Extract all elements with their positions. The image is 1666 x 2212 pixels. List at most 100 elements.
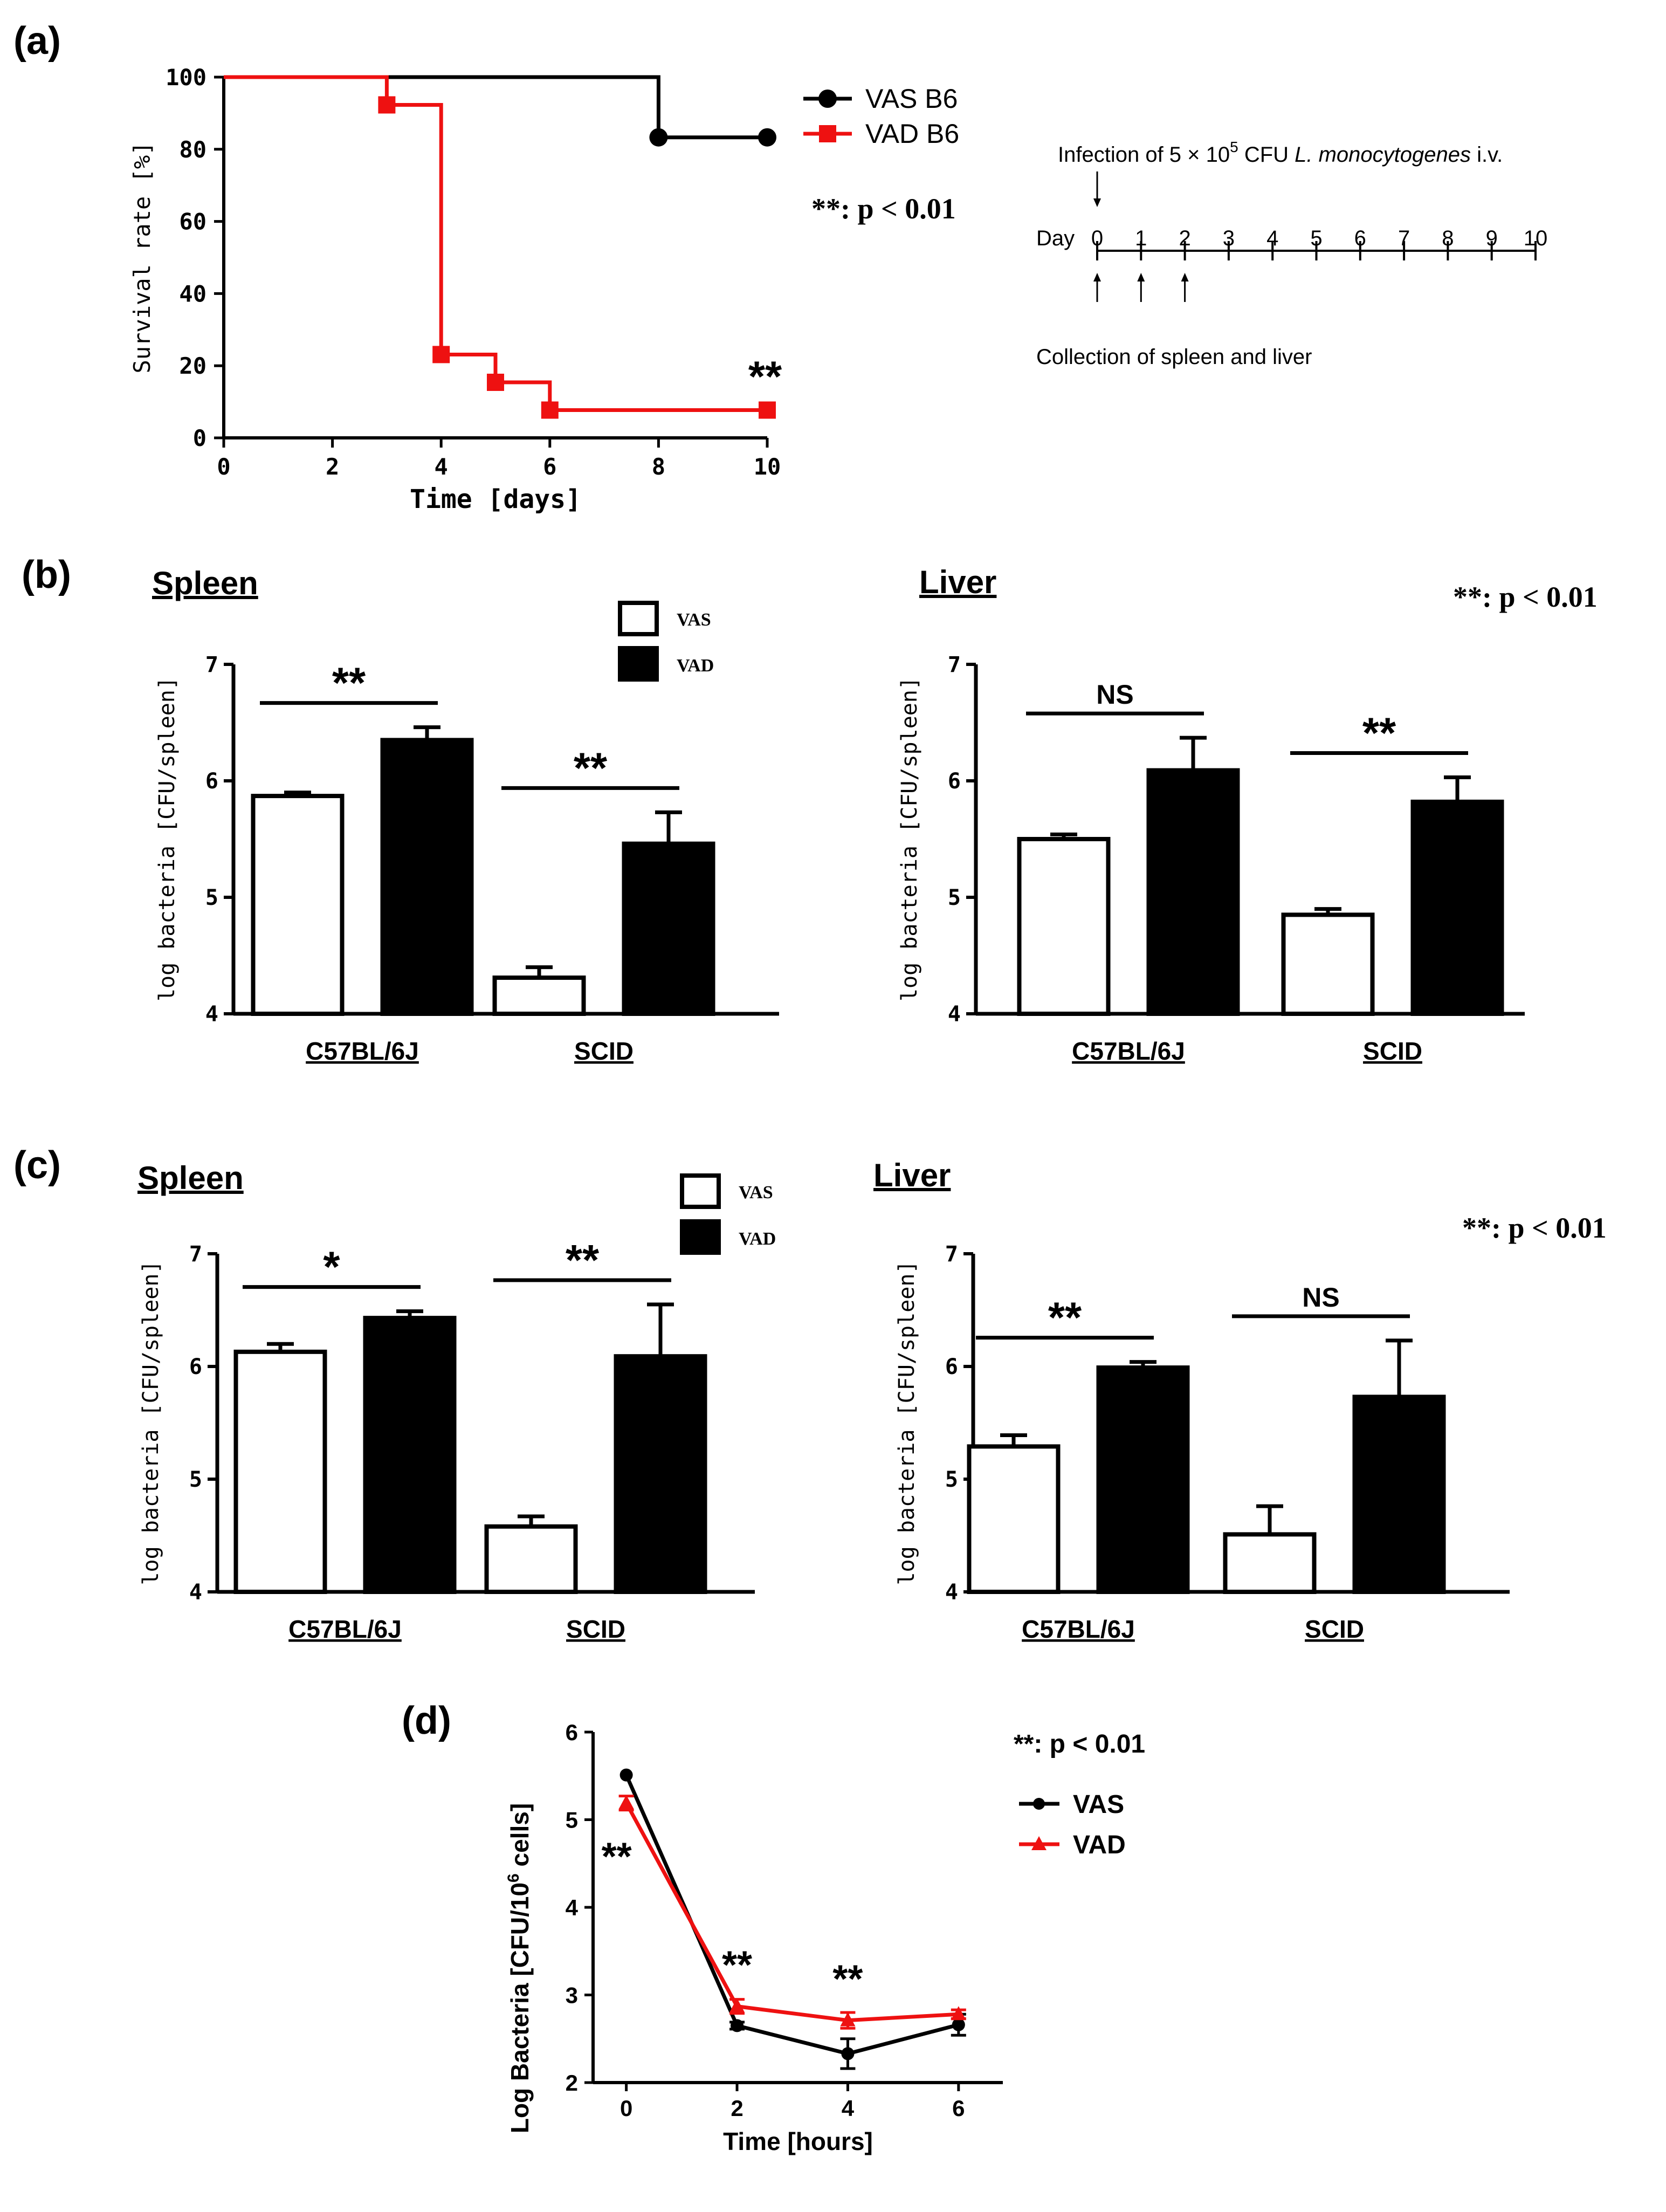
- timeline-day-number: 9: [1486, 226, 1498, 250]
- legend-vas-label: VAS B6: [865, 84, 958, 114]
- survival-legend: VAS B6 VAD B6: [803, 84, 959, 149]
- y-tick-label: 4: [189, 1580, 202, 1605]
- y-tick-label: 7: [189, 1242, 202, 1267]
- chart-title: Liver: [873, 1157, 951, 1193]
- legend-c: VAS VAD: [680, 1173, 776, 1255]
- y-tick-label: 60: [179, 209, 206, 235]
- significance-label: *: [323, 1243, 340, 1291]
- data-point-vad: [432, 346, 450, 363]
- data-point-vas: [952, 2018, 965, 2031]
- significance-label: **: [332, 659, 366, 707]
- timeline-day-number: 0: [1091, 226, 1103, 250]
- significance-label: NS: [1302, 1282, 1339, 1313]
- bar-vad: [1410, 799, 1504, 1016]
- y-axis-title: log bacteria [CFU/spleen]: [139, 1260, 163, 1585]
- x-tick-label: 8: [652, 454, 665, 480]
- category-label: C57BL/6J: [1072, 1037, 1185, 1065]
- data-point-vad: [618, 1795, 634, 1809]
- panel-label-b: (b): [22, 553, 71, 596]
- significance-marker: **: [748, 352, 782, 400]
- significance-label: **: [1048, 1294, 1082, 1342]
- category-label: SCID: [1305, 1615, 1364, 1643]
- data-point-vas: [841, 2047, 855, 2060]
- bar-vas: [492, 976, 586, 1016]
- chart-title: Spleen: [152, 565, 258, 601]
- y-axis-title: Survival rate [%]: [129, 142, 155, 374]
- y-tick-label: 5: [945, 1467, 958, 1492]
- legend-d-vas-label: VAS: [1073, 1790, 1124, 1819]
- timeline-day-label: Day: [1036, 226, 1075, 250]
- timeline-day-number: 4: [1266, 226, 1278, 250]
- pvalue-note-a: **: p < 0.01: [811, 193, 956, 225]
- infection-exponent: 5: [1230, 139, 1238, 155]
- series-vas-line: [624, 1774, 959, 2056]
- legend-c-vad-swatch: [680, 1219, 721, 1255]
- line-chart-d: 2 3 4 5 6 0 2 4 6 Time [hours] ** ** ** Log Bacteri…: [505, 1720, 1145, 2155]
- bar-vas: [967, 1444, 1061, 1594]
- infection-text: Infection of 5 × 105 CFU L. monocytogene…: [1058, 139, 1503, 167]
- legend-d-vad-label: VAD: [1073, 1831, 1126, 1859]
- bar-vas: [484, 1524, 578, 1595]
- data-point-vad: [729, 1998, 745, 2012]
- axes: 2 3 4 5 6 0 2 4 6 Time [hours]: [566, 1720, 1003, 2155]
- legend-d: VAS VAD: [1019, 1790, 1126, 1859]
- timeline-day-number: 3: [1223, 226, 1235, 250]
- y-tick-label: 80: [179, 136, 206, 163]
- bar-vad: [363, 1316, 457, 1594]
- x-tick-label: 2: [731, 2096, 743, 2121]
- x-axis-title: Time [days]: [410, 484, 581, 514]
- bar-vad: [1146, 768, 1240, 1016]
- significance-label: **: [574, 744, 608, 792]
- x-tick-label: 6: [952, 2096, 965, 2121]
- timeline-day-number: 6: [1354, 226, 1366, 250]
- legend-b-vas-label: VAS: [677, 610, 711, 630]
- data-point-vas: [758, 128, 776, 147]
- data-point-vad: [759, 401, 776, 419]
- x-tick-label: 4: [435, 454, 448, 480]
- timeline-day-number: 8: [1442, 226, 1454, 250]
- data-point-vas: [649, 128, 668, 147]
- legend-d-vas-marker: [1033, 1798, 1045, 1810]
- series-vas-b6-line: [224, 75, 767, 140]
- legend-c-vad-label: VAD: [739, 1229, 776, 1249]
- collection-arrow-head: [1093, 273, 1101, 281]
- category-label: SCID: [574, 1037, 634, 1065]
- survival-series: **: [224, 75, 782, 419]
- y-tick-label: 20: [179, 353, 206, 379]
- chart-title: Spleen: [137, 1160, 244, 1196]
- bar-chart-c-spleen: Spleen 4 5 6 7 log bacteria [CFU/spleen] C57BL…: [137, 1160, 755, 1643]
- panel-label-a: (a): [13, 19, 61, 63]
- data-point-vad: [541, 401, 559, 419]
- bar-vas: [1223, 1532, 1317, 1594]
- pvalue-note-d: **: p < 0.01: [1014, 1730, 1145, 1758]
- series-vad-line: [624, 1802, 959, 2023]
- y-tick-label: 6: [948, 769, 961, 794]
- timeline-day-number: 7: [1398, 226, 1410, 250]
- y-axis-title-pre: Log Bacteria [CFU/10: [506, 1883, 534, 2133]
- y-tick-label: 4: [945, 1580, 958, 1605]
- x-tick-label: 10: [754, 454, 781, 480]
- y-tick-label: 6: [189, 1355, 202, 1379]
- legend-d-vad-marker: [1031, 1836, 1047, 1850]
- legend-c-vas-swatch: [680, 1173, 721, 1209]
- collection-arrow-head: [1137, 273, 1145, 281]
- bar-vas: [1017, 837, 1111, 1016]
- y-tick-label: 4: [566, 1895, 579, 1920]
- legend-vad-label: VAD B6: [865, 119, 959, 149]
- legend-c-vas-label: VAS: [739, 1183, 773, 1203]
- y-axis-title: Log Bacteria [CFU/106 cells]: [505, 1803, 534, 2133]
- x-axis-title: Time [hours]: [723, 2127, 873, 2155]
- y-tick-label: 5: [205, 885, 218, 910]
- legend-b-vad-label: VAD: [677, 656, 714, 676]
- data-point-vas: [731, 2019, 744, 2032]
- y-tick-label: 7: [948, 652, 961, 677]
- bar-chart-b-liver: Liver 4 5 6 7 log bacteria [CFU/spleen] C57BL/…: [897, 564, 1525, 1065]
- significance-label: **: [566, 1236, 600, 1284]
- data-point-vad: [487, 373, 504, 391]
- bar-chart-c-liver: Liver 4 5 6 7 log bacteria [CFU/spleen] C57BL/…: [873, 1157, 1510, 1643]
- bar-vad: [1352, 1394, 1446, 1594]
- significance-label: **: [1362, 709, 1396, 757]
- y-tick-label: 5: [948, 885, 961, 910]
